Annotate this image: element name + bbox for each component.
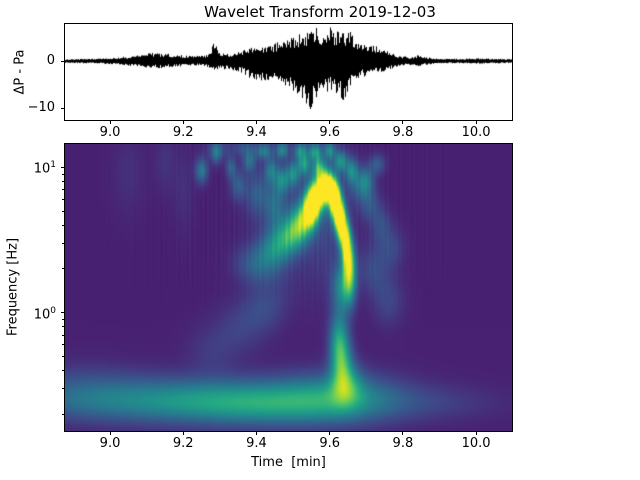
x-tick-label: 9.2 bbox=[172, 125, 194, 140]
y-minor-tick-mark bbox=[62, 334, 65, 336]
x-tick-mark bbox=[255, 120, 257, 124]
y-tick-label: 100 bbox=[33, 305, 56, 322]
y-minor-tick-mark bbox=[62, 344, 65, 346]
y-minor-tick-mark bbox=[62, 318, 65, 320]
y-minor-tick-mark bbox=[62, 210, 65, 212]
x-tick-label: 9.2 bbox=[172, 436, 194, 451]
x-tick-label: 9.4 bbox=[246, 436, 267, 451]
x-tick-label: 9.6 bbox=[319, 125, 341, 140]
y-minor-tick-mark bbox=[62, 388, 65, 390]
x-tick-mark bbox=[475, 431, 477, 435]
y-minor-tick-mark bbox=[62, 369, 65, 371]
x-tick-mark bbox=[475, 120, 477, 124]
x-tick-mark bbox=[109, 431, 111, 435]
x-tick-label: 9.0 bbox=[99, 125, 121, 140]
x-tick-mark bbox=[402, 120, 404, 124]
x-tick-label: 10.0 bbox=[461, 125, 491, 140]
y-minor-tick-mark bbox=[62, 181, 65, 182]
y-tick-label: 0 bbox=[46, 53, 55, 69]
x-tick-label: 9.0 bbox=[99, 436, 121, 451]
y-tick-mark bbox=[61, 60, 65, 62]
x-tick-mark bbox=[329, 120, 331, 124]
y-minor-tick-mark bbox=[62, 189, 65, 191]
y-minor-tick-mark bbox=[62, 199, 65, 201]
spectrogram-plot-canvas bbox=[65, 144, 512, 431]
spectrogram-x-axis-label: Time [min] bbox=[251, 455, 326, 470]
x-tick-label: 9.4 bbox=[246, 125, 267, 140]
x-tick-label: 9.8 bbox=[392, 125, 414, 140]
y-minor-tick-mark bbox=[62, 355, 65, 357]
y-minor-tick-mark bbox=[62, 242, 65, 244]
waveform-plot-canvas bbox=[65, 24, 512, 120]
x-tick-mark bbox=[402, 431, 404, 435]
y-minor-tick-mark bbox=[62, 326, 65, 328]
x-tick-mark bbox=[182, 431, 184, 435]
y-tick-label: −10 bbox=[27, 100, 55, 116]
y-minor-tick-mark bbox=[62, 224, 65, 226]
y-tick-mark bbox=[61, 312, 65, 314]
x-tick-mark bbox=[329, 431, 331, 435]
figure-title: Wavelet Transform 2019-12-03 bbox=[204, 3, 436, 21]
y-tick-mark bbox=[61, 166, 65, 168]
y-tick-label: 101 bbox=[33, 160, 56, 177]
y-minor-tick-mark bbox=[62, 413, 65, 415]
y-minor-tick-mark bbox=[62, 268, 65, 270]
x-tick-mark bbox=[255, 431, 257, 435]
x-tick-mark bbox=[182, 120, 184, 124]
x-tick-label: 9.6 bbox=[319, 436, 341, 451]
x-tick-label: 10.0 bbox=[461, 436, 491, 451]
y-minor-tick-mark bbox=[62, 173, 65, 175]
x-tick-mark bbox=[109, 120, 111, 124]
y-tick-mark bbox=[61, 107, 65, 109]
x-tick-label: 9.8 bbox=[392, 436, 414, 451]
